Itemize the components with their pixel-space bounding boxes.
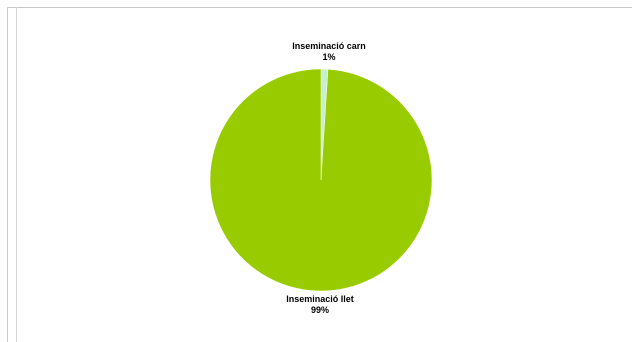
chart-frame (7, 7, 632, 342)
pie-slice-llet (209, 68, 433, 292)
slice-label-carn: Inseminació carn (292, 41, 366, 51)
slice-percent-llet: 99% (311, 305, 329, 315)
left-divider (16, 7, 17, 342)
slice-percent-carn: 1% (322, 52, 335, 62)
slice-label-llet: Inseminació llet (286, 294, 354, 304)
